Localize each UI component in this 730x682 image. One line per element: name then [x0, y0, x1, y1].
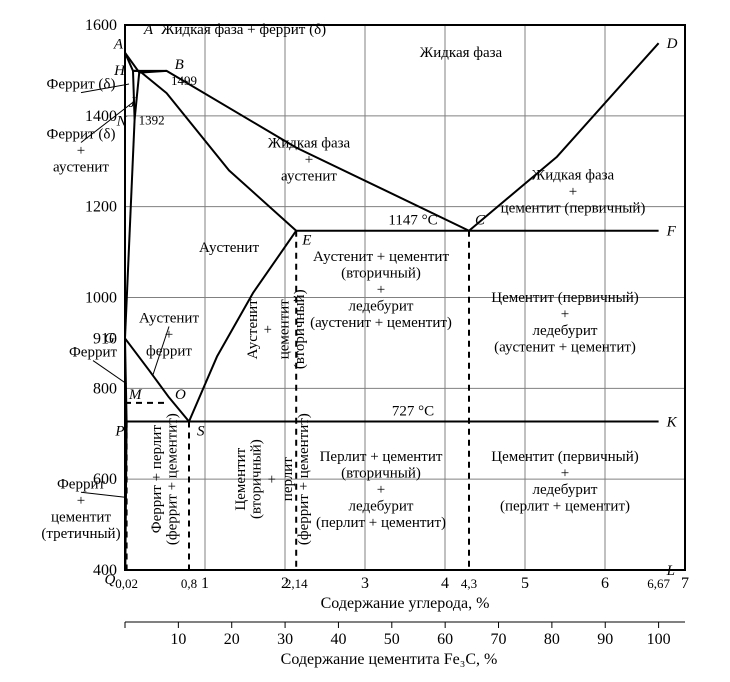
xtick-cementite-lbl: 60: [437, 631, 453, 648]
pointer-r17: [81, 492, 126, 497]
lbl-1499: 1499: [171, 73, 197, 88]
ytick: 1000: [85, 290, 117, 307]
curve-NG: [125, 119, 135, 338]
xtick-cementite-lbl: 30: [277, 631, 293, 648]
point-S: S: [197, 423, 205, 439]
point-M: M: [128, 387, 143, 403]
xtick: 6: [601, 575, 609, 592]
xtick-cementite-lbl: 20: [224, 631, 240, 648]
xtick-cementite-lbl: 90: [597, 631, 613, 648]
region-r7: Цементит (первичный)+ледебурит(аустенит …: [491, 290, 639, 356]
xtick-cementite-lbl: 70: [491, 631, 507, 648]
point-P: P: [114, 423, 124, 439]
lbl-1392: 1392: [139, 112, 165, 127]
xtick-cementite-lbl: 50: [384, 631, 400, 648]
temp-727: 727 °C: [392, 403, 434, 419]
point-L: L: [666, 563, 675, 579]
region-r12: Цементит(вторичный)+перлит(феррит + цеме…: [233, 413, 312, 545]
xtick: 1: [201, 575, 209, 592]
ytick: 1400: [85, 108, 117, 125]
temp-1147: 1147 °C: [388, 213, 437, 229]
region-r2: Жидкая фаза: [420, 45, 503, 61]
xtick-cementite-lbl: 80: [544, 631, 560, 648]
xtick-extra: 0,8: [181, 576, 197, 591]
point-B: B: [175, 57, 184, 73]
point-K: K: [666, 414, 678, 430]
ytick: 1600: [85, 17, 117, 34]
region-r15: Феррит (δ): [47, 77, 116, 93]
xtick-extra: 0,02: [115, 576, 138, 591]
xtick: 4: [441, 575, 449, 592]
point-O: O: [175, 387, 186, 403]
xtick-cementite-lbl: 100: [647, 631, 671, 648]
phase-diagram: 1147 °C727 °C400600800100012001400160091…: [10, 10, 730, 672]
xtick-cementite-lbl: 40: [330, 631, 346, 648]
xtick-extra: 2,14: [285, 576, 308, 591]
region-r3: Жидкая фаза+аустенит: [268, 136, 351, 185]
point-E: E: [301, 233, 311, 249]
xlabel-cementite: Содержание цементита Fe₃C, %: [281, 651, 498, 668]
region-r13: Перлит + цементит(вторичный)+ледебурит(п…: [316, 449, 446, 531]
xtick-extra: 4,3: [461, 576, 477, 591]
region-r5: Аустенит: [199, 240, 260, 256]
region-r9: Феррит: [69, 345, 118, 361]
point-C: C: [475, 213, 486, 229]
point-D: D: [666, 36, 678, 52]
ytick: 1200: [85, 199, 117, 216]
point-A2: A: [143, 22, 154, 38]
region-r8: Аустенит+феррит: [139, 310, 200, 359]
xtick: 5: [521, 575, 529, 592]
ytick: 800: [93, 380, 117, 397]
region-r6: Аустенит + цементит(вторичный)+ледебурит…: [310, 249, 452, 331]
region-r10: Аустенит+цементит(вторичный): [245, 289, 308, 369]
region-r16: Феррит (δ)+аустенит: [47, 127, 116, 176]
xtick: 3: [361, 575, 369, 592]
xlabel-carbon: Содержание углерода, %: [321, 595, 490, 612]
xtick-cementite-lbl: 10: [170, 631, 186, 648]
point-F: F: [666, 224, 677, 240]
region-r14: Цементит (первичный)+ледебурит(перлит + …: [491, 449, 639, 515]
point-N: N: [116, 113, 128, 129]
region-r11: Феррит + перлит(феррит + цементит): [149, 413, 181, 545]
xtick: 7: [681, 575, 689, 592]
point-Q: Q: [104, 572, 115, 588]
point-A: A: [113, 37, 124, 53]
region-r1: Жидкая фаза + феррит (δ): [161, 22, 326, 38]
region-r4: Жидкая фаза+цементит (первичный): [501, 167, 646, 216]
